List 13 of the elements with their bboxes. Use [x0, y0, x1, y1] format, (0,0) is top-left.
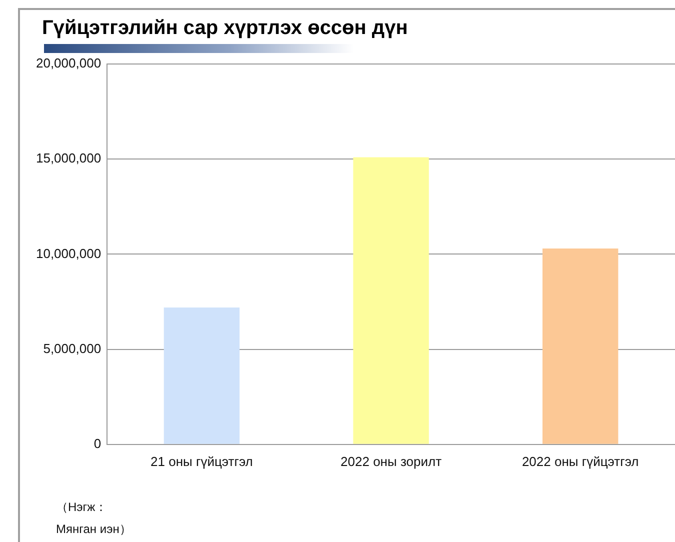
y-tick-label: 0 [94, 436, 102, 451]
chart-title: Гүйцэтгэлийн сар хүртлэх өссөн дүн [42, 17, 408, 40]
y-tick-label: 10,000,000 [36, 246, 102, 261]
bar [353, 157, 429, 444]
bar [542, 248, 618, 444]
bar [164, 307, 240, 444]
text: （Нэгж：Мянган иэн） [56, 499, 132, 538]
y-tick-label: 15,000,000 [36, 150, 102, 166]
y-tick-label: 5,000,000 [43, 340, 102, 356]
x-tick-label: 21 оны гүйцэтгэл [150, 454, 253, 469]
x-tick-label: 2022 оны гүйцэтгэл [522, 454, 639, 469]
y-tick-label: 20,000,000 [36, 56, 102, 71]
x-tick-label: 2022 оны зорилт [340, 454, 442, 469]
